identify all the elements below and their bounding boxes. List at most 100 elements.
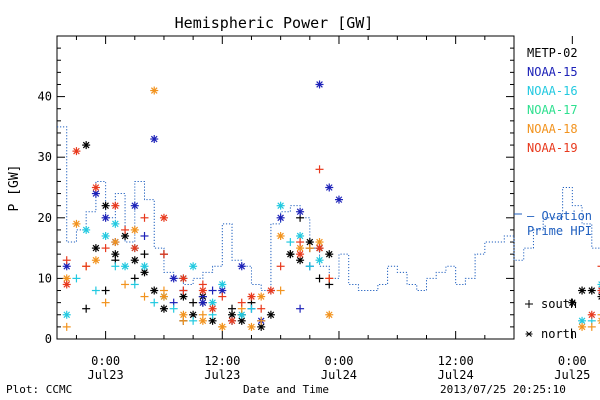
marker-stroke xyxy=(73,220,80,228)
legend-item: NOAA-19 xyxy=(527,141,578,155)
marker-stroke xyxy=(73,147,80,155)
noaa-16-north-point xyxy=(121,262,130,271)
noaa-16-north-point xyxy=(578,316,587,325)
noaa-19-south-point xyxy=(325,274,334,283)
legend-item: METP-02 xyxy=(527,46,578,60)
noaa-18-south-point xyxy=(305,244,314,253)
marker-stroke xyxy=(199,299,207,306)
marker-stroke xyxy=(248,323,255,331)
metp-02-north-point xyxy=(91,244,100,253)
marker-stroke xyxy=(296,208,304,216)
marker-stroke xyxy=(209,299,216,306)
metp-02-north-point xyxy=(130,256,139,265)
noaa-19-north-point xyxy=(159,213,168,222)
noaa-16-north-point xyxy=(189,262,198,271)
marker-stroke xyxy=(131,244,139,252)
marker-stroke xyxy=(325,250,333,258)
legend-ovation: — Ovation xyxy=(527,209,592,223)
noaa-19-north-point xyxy=(266,286,275,295)
legend-item: NOAA-17 xyxy=(527,103,578,117)
noaa-19-south-point xyxy=(218,292,227,301)
metp-02-north-point xyxy=(101,201,110,210)
y-tick-label: 10 xyxy=(38,271,52,285)
marker-stroke xyxy=(277,214,284,222)
noaa-16-north-point xyxy=(62,310,71,319)
marker-stroke xyxy=(180,293,187,300)
noaa-19-north-point xyxy=(72,147,81,156)
noaa-16-south-point xyxy=(72,274,81,283)
ovation-step-line xyxy=(57,126,600,292)
marker-stroke xyxy=(588,311,596,319)
marker-stroke xyxy=(131,256,139,264)
marker-stroke xyxy=(287,250,294,258)
marker-stroke xyxy=(121,232,129,240)
marker-stroke xyxy=(189,262,197,270)
marker-stroke xyxy=(121,262,129,270)
marker-stroke xyxy=(160,293,168,300)
noaa-18-north-point xyxy=(247,322,256,331)
metp-02-south-point xyxy=(140,250,149,259)
metp-02-north-point xyxy=(121,231,130,240)
noaa-19-north-point xyxy=(130,244,139,253)
marker-stroke xyxy=(131,226,139,234)
ovation-prime-hpi-line xyxy=(57,126,600,292)
marker-stroke xyxy=(238,311,246,319)
noaa-19-south-point xyxy=(121,225,130,234)
noaa-15-south-point xyxy=(208,286,217,295)
marker-stroke xyxy=(102,202,109,209)
noaa-15-north-point xyxy=(296,207,305,216)
noaa-15-south-point xyxy=(296,304,305,313)
north-marker-icon xyxy=(526,331,532,337)
noaa-19-north-point xyxy=(91,183,100,192)
noaa-16-south-point xyxy=(169,304,178,313)
noaa-19-north-point xyxy=(179,274,188,283)
metp-02-north-point xyxy=(82,141,91,150)
noaa-16-north-point xyxy=(82,225,91,234)
marker-stroke xyxy=(199,287,207,294)
marker-stroke xyxy=(189,311,197,319)
noaa-19-north-point xyxy=(111,201,120,210)
marker-stroke xyxy=(257,293,265,300)
noaa-19-south-point xyxy=(101,244,110,253)
marker-stroke xyxy=(316,244,323,252)
noaa-16-south-point xyxy=(150,298,159,307)
x-tick-date: Jul24 xyxy=(321,368,357,382)
noaa-15-north-point xyxy=(150,135,159,144)
metp-02-north-point xyxy=(587,286,596,295)
noaa-18-south-point xyxy=(587,322,596,331)
noaa-18-south-point xyxy=(101,298,110,307)
marker-stroke xyxy=(316,238,323,246)
noaa-19-north-point xyxy=(228,316,237,325)
noaa-19-south-point xyxy=(257,304,266,313)
noaa-16-north-point xyxy=(111,219,120,228)
marker-stroke xyxy=(102,214,109,222)
noaa-19-north-point xyxy=(296,250,305,259)
x-tick-date: Jul24 xyxy=(438,368,474,382)
noaa-18-north-point xyxy=(578,322,587,331)
marker-stroke xyxy=(257,323,265,331)
marker-stroke xyxy=(578,317,586,325)
x-tick-time: 0:00 xyxy=(325,354,354,368)
noaa-16-south-point xyxy=(247,304,256,313)
noaa-18-north-point xyxy=(179,310,188,319)
marker-stroke xyxy=(92,256,100,264)
noaa-19-south-point xyxy=(159,250,168,259)
marker-stroke xyxy=(325,311,333,319)
noaa-18-north-point xyxy=(198,316,207,325)
noaa-19-south-point xyxy=(597,265,600,267)
noaa-19-south-point xyxy=(179,286,188,295)
marker-stroke xyxy=(150,135,158,143)
marker-stroke xyxy=(218,287,226,294)
marker-stroke xyxy=(160,214,168,222)
marker-stroke xyxy=(316,81,323,88)
metp-02-north-point xyxy=(111,250,120,259)
marker-stroke xyxy=(92,190,100,197)
marker-stroke xyxy=(218,323,226,331)
metp-02-north-point xyxy=(568,298,577,307)
x-tick-date: Jul25 xyxy=(554,368,590,382)
marker-stroke xyxy=(112,202,119,209)
marker-stroke xyxy=(325,184,333,191)
x-tick-time: 12:00 xyxy=(204,354,240,368)
noaa-19-north-point xyxy=(587,310,596,319)
noaa-16-north-point xyxy=(101,231,110,240)
